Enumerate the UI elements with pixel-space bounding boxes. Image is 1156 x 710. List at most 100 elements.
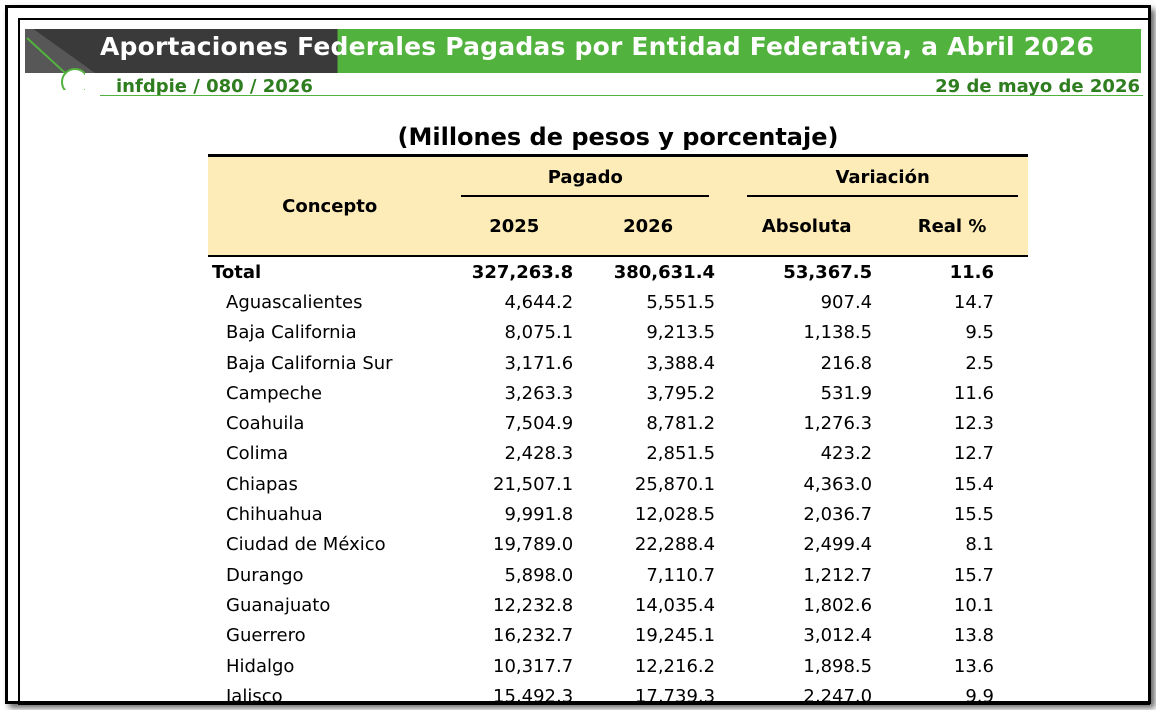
value-2026: 8,781.2 — [646, 413, 716, 435]
aportaciones-table: Concepto Pagado Variación 2025 2026 Abso… — [208, 154, 1028, 705]
table-row: Baja California Sur 3,171.6 3,388.4 216.8 2.… — [208, 348, 1028, 378]
variation-absolute: 1,276.3 — [803, 413, 873, 435]
value-2025: 8,075.1 — [504, 322, 574, 344]
entity-name: Colima — [226, 443, 289, 465]
header-absoluta: Absoluta — [761, 215, 852, 237]
value-2026: 12,216.2 — [634, 655, 716, 677]
column-gap — [719, 469, 737, 499]
header-concepto: Concepto — [282, 195, 378, 217]
entity-name: Aguascalientes — [226, 291, 363, 313]
table-row: Campeche 3,263.3 3,795.2 531.9 11.6 — [208, 378, 1028, 408]
value-2026: 25,870.1 — [634, 473, 716, 495]
value-2025: 10,317.7 — [493, 655, 574, 677]
variation-absolute: 531.9 — [820, 382, 873, 404]
table-subtitle: (Millones de pesos y porcentaje) — [397, 123, 839, 151]
header-2025: 2025 — [489, 215, 540, 237]
variation-real: 15.5 — [953, 504, 994, 526]
header-group-variacion: Variación — [737, 156, 1028, 197]
column-gap — [719, 651, 737, 681]
variation-absolute: 2,247.0 — [803, 685, 873, 705]
entity-name: Coahuila — [226, 413, 305, 435]
entity-name: Durango — [226, 564, 304, 586]
entity-name: Total — [212, 261, 262, 283]
column-gap — [719, 256, 737, 287]
table-row: Aguascalientes 4,644.2 5,551.5 907.4 14.7 — [208, 287, 1028, 317]
value-2026: 2,851.5 — [646, 443, 716, 465]
value-2026: 17,739.3 — [634, 685, 716, 705]
column-gap — [719, 439, 737, 469]
variation-absolute: 3,012.4 — [803, 625, 873, 647]
variation-absolute: 2,499.4 — [803, 534, 873, 556]
title-banner — [25, 29, 1141, 73]
entity-name: Guerrero — [226, 625, 306, 647]
header-real: Real % — [917, 215, 987, 237]
table-row: Guanajuato 12,232.8 14,035.4 1,802.6 10.1 — [208, 590, 1028, 620]
header-divider — [100, 95, 1143, 96]
column-gap — [719, 621, 737, 651]
variation-real: 12.7 — [953, 443, 994, 465]
variation-absolute: 53,367.5 — [783, 261, 873, 283]
variation-real: 2.5 — [965, 352, 994, 374]
variation-absolute: 907.4 — [820, 291, 873, 313]
variation-real: 14.7 — [953, 291, 994, 313]
value-2026: 7,110.7 — [646, 564, 716, 586]
entity-name: Jalisco — [226, 685, 283, 705]
column-gap — [719, 590, 737, 620]
value-2025: 3,263.3 — [504, 382, 574, 404]
value-2025: 2,428.3 — [504, 443, 574, 465]
entity-name: Guanajuato — [226, 594, 331, 616]
page-title: Aportaciones Federales Pagadas por Entid… — [100, 32, 1095, 61]
variation-real: 11.6 — [953, 382, 994, 404]
table-row: Durango 5,898.0 7,110.7 1,212.7 15.7 — [208, 560, 1028, 590]
value-2026: 12,028.5 — [634, 504, 716, 526]
table-row: Colima 2,428.3 2,851.5 423.2 12.7 — [208, 439, 1028, 469]
value-2025: 5,898.0 — [504, 564, 574, 586]
entity-name: Hidalgo — [226, 655, 295, 677]
variation-absolute: 1,802.6 — [803, 594, 873, 616]
column-gap — [719, 530, 737, 560]
variation-real: 9.5 — [965, 322, 994, 344]
value-2025: 7,504.9 — [504, 413, 574, 435]
variation-real: 8.1 — [965, 534, 994, 556]
table-row: Baja California 8,075.1 9,213.5 1,138.5 9.5 — [208, 318, 1028, 348]
value-2026: 22,288.4 — [634, 534, 716, 556]
header-group-pagado: Pagado — [451, 156, 719, 197]
variation-real: 12.3 — [953, 413, 994, 435]
variation-real: 15.4 — [953, 473, 994, 495]
group-variacion-label: Variación — [835, 166, 930, 188]
value-2025: 3,171.6 — [504, 352, 574, 374]
variation-real: 13.8 — [953, 625, 994, 647]
decorative-circle-line-icon — [26, 37, 85, 90]
column-gap — [719, 287, 737, 317]
value-2026: 9,213.5 — [646, 322, 716, 344]
table-row: Chiapas 21,507.1 25,870.1 4,363.0 15.4 — [208, 469, 1028, 499]
column-gap — [719, 681, 737, 703]
entity-name: Chiapas — [226, 473, 298, 495]
table-row: Guerrero 16,232.7 19,245.1 3,012.4 13.8 — [208, 621, 1028, 651]
column-gap — [719, 378, 737, 408]
value-2026: 3,388.4 — [646, 352, 716, 374]
entity-name: Baja California Sur — [226, 352, 393, 374]
variation-absolute: 1,898.5 — [803, 655, 873, 677]
value-2025: 16,232.7 — [493, 625, 574, 647]
document-reference: infdpie / 080 / 2026 — [116, 76, 313, 97]
variation-real: 15.7 — [953, 564, 994, 586]
variation-real: 11.6 — [949, 261, 994, 283]
value-2025: 21,507.1 — [493, 473, 574, 495]
column-gap — [719, 499, 737, 529]
value-2026: 5,551.5 — [646, 291, 716, 313]
value-2026: 14,035.4 — [634, 594, 716, 616]
entity-name: Campeche — [226, 382, 323, 404]
entity-name: Ciudad de México — [226, 534, 386, 556]
table-row: Chihuahua 9,991.8 12,028.5 2,036.7 15.5 — [208, 499, 1028, 529]
value-2025: 12,232.8 — [493, 594, 574, 616]
variation-absolute: 1,138.5 — [803, 322, 873, 344]
table-row: Coahuila 7,504.9 8,781.2 1,276.3 12.3 — [208, 408, 1028, 438]
entity-name: Chihuahua — [226, 504, 323, 526]
value-2026: 19,245.1 — [634, 625, 716, 647]
table-row: Jalisco 15,492.3 17,739.3 2,247.0 9.9 — [208, 681, 1028, 705]
document-date: 29 de mayo de 2026 — [935, 76, 1140, 97]
entity-name: Baja California — [226, 322, 357, 344]
group-pagado-label: Pagado — [547, 166, 623, 188]
outer-frame: Aportaciones Federales Pagadas por Entid… — [5, 5, 1151, 705]
